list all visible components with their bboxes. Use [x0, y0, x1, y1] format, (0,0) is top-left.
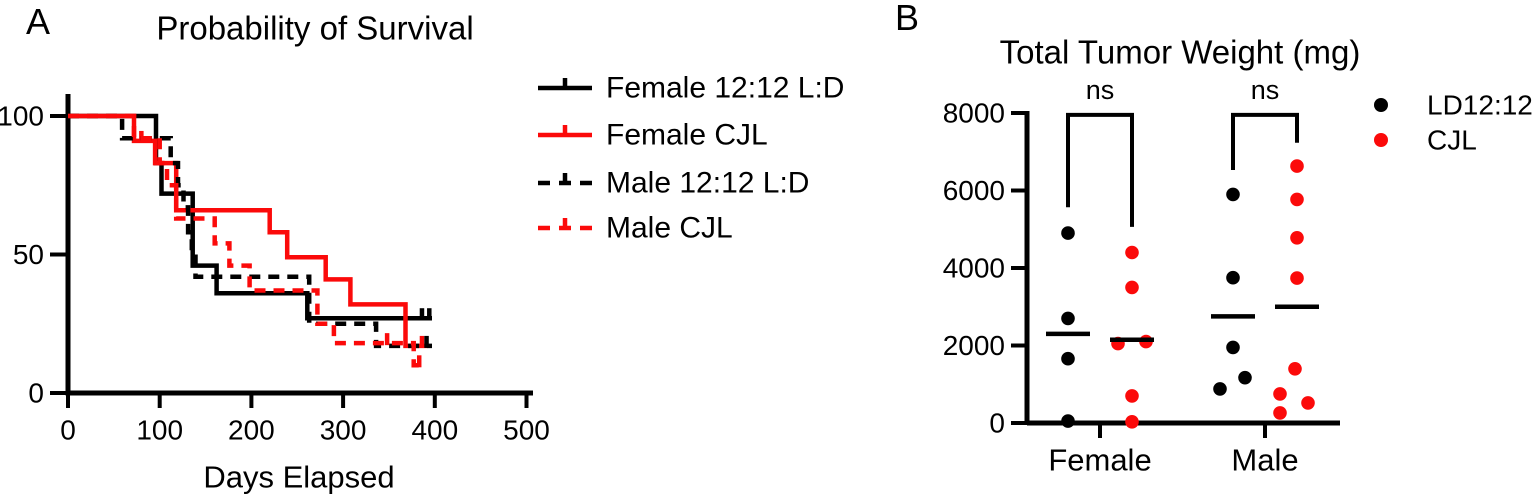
- dot-male-cjl: [1290, 231, 1304, 245]
- a-x-tick-label: 100: [136, 415, 183, 446]
- dot-male-ld12-12: [1226, 187, 1240, 202]
- a-title: Probability of Survival: [156, 10, 473, 47]
- b-y-tick-label: 8000: [943, 98, 1005, 129]
- a-x-tick-label: 500: [503, 415, 550, 446]
- a-x-tick-label: 0: [60, 415, 76, 446]
- panel-b-label: B: [895, 0, 920, 38]
- dot-male-cjl: [1290, 271, 1304, 285]
- survival-curve-female-cjl: [68, 113, 428, 349]
- panel-a-label: A: [26, 1, 51, 42]
- b-y-tick-label: 0: [989, 408, 1005, 439]
- dot-female-ld12-12: [1061, 414, 1075, 428]
- b-y-tick-label: 2000: [943, 330, 1005, 361]
- dot-female-cjl: [1125, 245, 1139, 260]
- survival-curve-female-12-12-l-d: [68, 113, 432, 321]
- a-x-tick-label: 400: [411, 415, 458, 446]
- b-y-tick-label: 6000: [943, 175, 1005, 206]
- b-legend-label-ld12-12: LD12:12: [1427, 90, 1533, 121]
- dot-female-ld12-12: [1061, 351, 1075, 366]
- b-legend-dot-ld12-12: [1374, 98, 1388, 112]
- a-legend-label-female-12-12-l-d: Female 12:12 L:D: [606, 72, 844, 105]
- a-y-tick-label: 0: [28, 378, 44, 409]
- dot-male-cjl: [1290, 192, 1304, 207]
- dot-male-ld12-12: [1226, 270, 1240, 285]
- ns-bracket-female: [1066, 112, 1134, 227]
- dot-male-ld12-12: [1213, 382, 1227, 396]
- dot-female-cjl: [1125, 280, 1139, 295]
- a-y-tick-label: 100: [0, 101, 44, 132]
- dot-male-cjl: [1301, 396, 1315, 410]
- a-x-tick-label: 300: [320, 415, 367, 446]
- a-y-tick-label: 50: [13, 239, 44, 270]
- a-legend-label-female-cjl: Female CJL: [606, 119, 768, 152]
- dot-male-cjl: [1290, 159, 1304, 173]
- survival-curve-male-12-12-l-d: [68, 113, 432, 349]
- dot-female-cjl: [1125, 415, 1139, 429]
- dot-male-cjl: [1288, 362, 1302, 376]
- dot-male-ld12-12: [1238, 370, 1252, 385]
- a-x-tick-label: 200: [228, 415, 275, 446]
- survival-curve-male-cjl: [68, 113, 426, 368]
- dot-male-cjl: [1273, 387, 1287, 401]
- a-legend-label-male-12-12-l-d: Male 12:12 L:D: [606, 167, 809, 200]
- dot-female-cjl: [1125, 389, 1139, 403]
- b-legend-dot-cjl: [1374, 133, 1388, 147]
- b-y-tick-label: 4000: [943, 253, 1005, 284]
- dot-female-ld12-12: [1061, 226, 1075, 240]
- a-x-axis-label: Days Elapsed: [203, 460, 394, 495]
- dot-female-ld12-12: [1061, 311, 1075, 326]
- b-category-label-male: Male: [1231, 443, 1298, 478]
- b-category-label-female: Female: [1048, 443, 1151, 478]
- dot-male-cjl: [1273, 406, 1287, 420]
- b-title: Total Tumor Weight (mg): [1000, 34, 1361, 71]
- a-legend-label-male-cjl: Male CJL: [606, 212, 733, 245]
- b-legend-label-cjl: CJL: [1427, 125, 1477, 156]
- dot-male-ld12-12: [1226, 340, 1240, 355]
- ns-bracket-male: [1231, 112, 1299, 170]
- ns-label-female: ns: [1086, 75, 1115, 105]
- ns-label-male: ns: [1251, 75, 1280, 105]
